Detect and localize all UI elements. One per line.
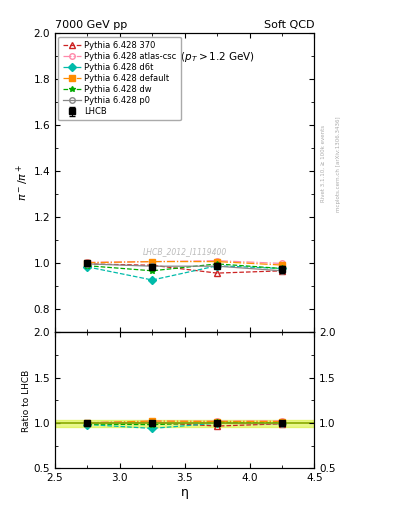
Text: LHCB_2012_I1119400: LHCB_2012_I1119400 bbox=[143, 247, 227, 256]
Pythia 6.428 atlas-csc bbox=[150, 259, 154, 265]
Pythia 6.428 370 bbox=[150, 262, 154, 268]
Pythia 6.428 dw bbox=[280, 265, 285, 271]
Pythia 6.428 370 bbox=[85, 261, 90, 267]
Line: Pythia 6.428 atlas-csc: Pythia 6.428 atlas-csc bbox=[84, 258, 285, 266]
Line: Pythia 6.428 default: Pythia 6.428 default bbox=[84, 259, 285, 268]
Line: Pythia 6.428 d6t: Pythia 6.428 d6t bbox=[84, 263, 285, 283]
Text: Soft QCD: Soft QCD bbox=[264, 19, 314, 30]
Pythia 6.428 default bbox=[150, 259, 154, 265]
Pythia 6.428 atlas-csc bbox=[280, 261, 285, 267]
Pythia 6.428 d6t bbox=[85, 264, 90, 270]
Pythia 6.428 default bbox=[215, 259, 219, 265]
Pythia 6.428 d6t bbox=[215, 263, 219, 269]
Legend: Pythia 6.428 370, Pythia 6.428 atlas-csc, Pythia 6.428 d6t, Pythia 6.428 default: Pythia 6.428 370, Pythia 6.428 atlas-csc… bbox=[58, 37, 181, 120]
Pythia 6.428 p0 bbox=[280, 268, 285, 274]
Pythia 6.428 370 bbox=[215, 270, 219, 276]
Pythia 6.428 370 bbox=[280, 268, 285, 274]
Text: mcplots.cern.ch [arXiv:1306.3436]: mcplots.cern.ch [arXiv:1306.3436] bbox=[336, 116, 341, 211]
Pythia 6.428 d6t bbox=[150, 277, 154, 283]
Text: 7000 GeV pp: 7000 GeV pp bbox=[55, 19, 127, 30]
Pythia 6.428 default bbox=[85, 260, 90, 266]
Text: $\pi^-/\pi^+$ vs $|y|(p_T > 1.2\ \mathrm{GeV})$: $\pi^-/\pi^+$ vs $|y|(p_T > 1.2\ \mathrm… bbox=[114, 50, 255, 65]
Pythia 6.428 dw bbox=[150, 268, 154, 274]
Pythia 6.428 p0 bbox=[215, 263, 219, 269]
Line: Pythia 6.428 370: Pythia 6.428 370 bbox=[84, 261, 285, 276]
Pythia 6.428 atlas-csc bbox=[85, 259, 90, 265]
Line: Pythia 6.428 p0: Pythia 6.428 p0 bbox=[84, 261, 285, 273]
Y-axis label: Ratio to LHCB: Ratio to LHCB bbox=[22, 369, 31, 432]
Text: Rivet 3.1.10, ≥ 100k events: Rivet 3.1.10, ≥ 100k events bbox=[320, 125, 325, 202]
Pythia 6.428 default bbox=[280, 262, 285, 268]
Pythia 6.428 d6t bbox=[280, 265, 285, 271]
Line: Pythia 6.428 dw: Pythia 6.428 dw bbox=[84, 261, 285, 273]
Pythia 6.428 atlas-csc bbox=[215, 258, 219, 264]
X-axis label: η: η bbox=[181, 486, 189, 499]
Pythia 6.428 p0 bbox=[85, 261, 90, 267]
Y-axis label: $\pi^-/\pi^+$: $\pi^-/\pi^+$ bbox=[15, 164, 31, 201]
Pythia 6.428 dw bbox=[215, 261, 219, 267]
Pythia 6.428 p0 bbox=[150, 263, 154, 269]
Bar bbox=[55, 419, 314, 427]
Pythia 6.428 dw bbox=[85, 263, 90, 269]
